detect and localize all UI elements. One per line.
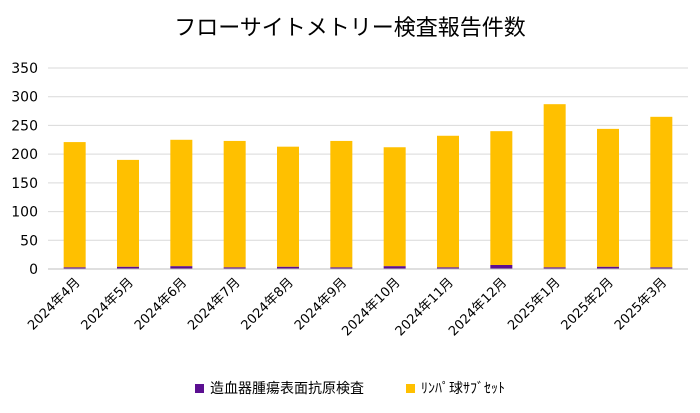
bar-tumor-antigen	[330, 267, 353, 269]
x-tick-label: 2025年2月	[559, 275, 617, 333]
bar-lymphocyte-subset	[490, 131, 513, 265]
legend-swatch-lymphocyte-subset	[406, 383, 415, 393]
x-tick-label: 2024年6月	[132, 275, 190, 333]
chart-title: フローサイトメトリー検査報告件数	[174, 16, 526, 41]
y-tick-label: 50	[20, 233, 38, 249]
x-tick-label: 2024年4月	[25, 275, 83, 333]
bars	[63, 104, 673, 269]
bar-lymphocyte-subset	[63, 142, 86, 268]
legend: 造血器腫瘍表面抗原検査 ﾘﾝﾊﾟ球ｻﾌﾞｾｯﾄ	[0, 378, 700, 398]
bar-lymphocyte-subset	[437, 135, 459, 268]
bar-tumor-antigen	[437, 267, 459, 269]
legend-item-tumor-antigen: 造血器腫瘍表面抗原検査	[195, 378, 364, 398]
x-tick-label: 2024年8月	[239, 275, 297, 333]
x-tick-label: 2024年7月	[185, 275, 243, 333]
legend-label-tumor-antigen: 造血器腫瘍表面抗原検査	[210, 381, 364, 397]
bar-lymphocyte-subset	[277, 146, 299, 267]
bar-lymphocyte-subset	[117, 159, 139, 267]
bar-tumor-antigen	[383, 266, 406, 269]
y-tick-label: 350	[11, 61, 38, 77]
y-tick-label: 100	[11, 205, 38, 221]
bar-lymphocyte-subset	[383, 147, 406, 267]
bar-tumor-antigen	[223, 267, 246, 269]
y-tick-label: 0	[29, 262, 38, 278]
bar-tumor-antigen	[597, 266, 619, 269]
gridlines	[48, 67, 688, 241]
x-tick-label: 2025年1月	[505, 275, 563, 333]
legend-label-lymphocyte-subset: ﾘﾝﾊﾟ球ｻﾌﾞｾｯﾄ	[421, 381, 505, 397]
bar-lymphocyte-subset	[170, 139, 193, 267]
bar-lymphocyte-subset	[543, 104, 566, 268]
x-tick-label: 2025年3月	[612, 275, 670, 333]
bar-lymphocyte-subset	[223, 140, 246, 268]
bar-tumor-antigen	[650, 267, 673, 269]
bar-tumor-antigen	[277, 266, 299, 269]
y-tick-label: 150	[11, 176, 38, 192]
bar-tumor-antigen	[490, 264, 513, 269]
y-tick-label: 300	[11, 90, 38, 106]
bar-tumor-antigen	[117, 266, 139, 269]
bar-lymphocyte-subset	[597, 128, 619, 267]
y-axis-ticks: 0 50 100 150 200 250 300 350	[11, 61, 38, 278]
bar-tumor-antigen	[543, 267, 566, 269]
legend-item-lymphocyte-subset: ﾘﾝﾊﾟ球ｻﾌﾞｾｯﾄ	[406, 378, 505, 398]
y-tick-label: 200	[11, 147, 38, 163]
x-tick-label: 2024年5月	[79, 275, 137, 333]
bar-lymphocyte-subset	[330, 140, 353, 268]
x-axis-ticks: 2024年4月2024年5月2024年6月2024年7月2024年8月2024年…	[25, 275, 670, 339]
legend-swatch-tumor-antigen	[195, 383, 204, 393]
y-tick-label: 250	[11, 118, 38, 134]
x-tick-label: 2024年9月	[292, 275, 350, 333]
bar-tumor-antigen	[63, 267, 86, 269]
bar-lymphocyte-subset	[650, 116, 673, 268]
bar-tumor-antigen	[170, 266, 193, 269]
